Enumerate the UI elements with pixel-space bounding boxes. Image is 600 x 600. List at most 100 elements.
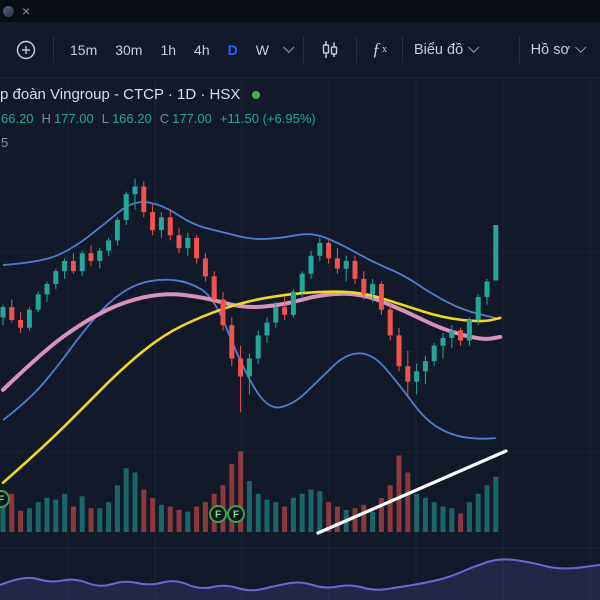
volume-bar xyxy=(422,498,428,532)
timeframe-dropdown-chevron-icon[interactable] xyxy=(283,41,295,53)
chevron-down-icon xyxy=(575,41,587,53)
volume-bar xyxy=(229,464,235,532)
volume-bar xyxy=(290,498,296,532)
volume-bar xyxy=(114,485,120,532)
indicator-line xyxy=(0,558,600,592)
volume-bar xyxy=(70,506,76,532)
event-badge-icon[interactable] xyxy=(227,505,245,523)
candle-body xyxy=(387,309,393,336)
volume-bar xyxy=(352,508,358,532)
candle-body xyxy=(114,219,120,241)
volume-bar xyxy=(299,493,305,532)
candle-body xyxy=(484,281,490,297)
candle-body xyxy=(53,271,59,285)
volume-bar xyxy=(484,485,490,532)
volume-bar xyxy=(475,493,481,532)
candle-body xyxy=(308,255,314,274)
event-badge-label: F xyxy=(233,510,239,521)
candle-body xyxy=(158,217,164,231)
volume-bar xyxy=(255,493,261,532)
profile-menu-button[interactable]: Hồ sơ xyxy=(527,36,592,64)
indicator-area-fill xyxy=(0,559,600,600)
volume-bar xyxy=(123,468,129,532)
candle-body xyxy=(18,319,24,328)
timeframe-1h-button[interactable]: 1h xyxy=(151,36,185,64)
candle-body xyxy=(282,307,288,315)
event-badge-icon[interactable] xyxy=(209,505,227,523)
tab-favicon-icon xyxy=(3,5,14,17)
volume-bar xyxy=(44,498,50,532)
volume-bar xyxy=(361,504,367,532)
volume-bar xyxy=(0,506,6,532)
timeframe-4h-button[interactable]: 4h xyxy=(185,36,219,64)
candle-body xyxy=(238,358,244,377)
volume-bar xyxy=(378,498,384,532)
candle-body xyxy=(26,309,32,328)
timeframe-1d-button[interactable]: D xyxy=(219,36,247,64)
ma-pink-line xyxy=(1,291,503,392)
event-badge-label: F xyxy=(0,495,4,506)
timeframe-1w-button[interactable]: W xyxy=(247,36,278,64)
candle-body xyxy=(220,299,226,326)
volume-bar xyxy=(132,472,138,532)
candle-body xyxy=(123,194,129,220)
candle-body xyxy=(493,225,499,281)
chart-canvas[interactable]: F F F xyxy=(0,78,600,600)
candle-body xyxy=(176,235,182,249)
ma-yellow-line xyxy=(1,290,502,485)
volume-bar xyxy=(273,502,279,532)
chevron-down-icon xyxy=(468,41,480,53)
toolbar-separator xyxy=(518,36,520,63)
candle-body xyxy=(62,260,68,272)
candle-body xyxy=(352,260,358,279)
volume-bar xyxy=(246,481,252,532)
candle-body xyxy=(79,253,85,272)
timeframe-15m-button[interactable]: 15m xyxy=(61,36,106,64)
candle-body xyxy=(299,273,305,292)
chart-style-button[interactable] xyxy=(311,35,349,65)
volume-bar xyxy=(440,506,446,532)
volume-bar xyxy=(405,472,411,532)
volume-bar xyxy=(106,502,112,532)
candle-body xyxy=(167,217,173,236)
candle-body xyxy=(70,260,76,272)
candle-body xyxy=(378,284,384,310)
toolbar-separator xyxy=(355,36,357,63)
event-badge-label: F xyxy=(215,510,221,521)
volume-bar xyxy=(88,508,94,532)
candle-body xyxy=(466,319,472,341)
candle-body xyxy=(264,322,270,336)
volume-bar xyxy=(18,510,24,532)
candle-body xyxy=(334,258,340,269)
candle-body xyxy=(229,325,235,359)
candle-body xyxy=(97,250,103,261)
candle-body xyxy=(194,237,200,259)
circle-plus-icon xyxy=(16,40,36,59)
candle-body xyxy=(326,242,332,259)
candle-body xyxy=(343,260,349,269)
volume-bar xyxy=(35,502,41,532)
candle-body xyxy=(35,294,41,310)
volume-bar xyxy=(202,502,208,532)
candle-body xyxy=(273,307,279,323)
compare-add-symbol-button[interactable] xyxy=(6,34,46,66)
timeframe-30m-button[interactable]: 30m xyxy=(106,36,151,64)
volume-bar xyxy=(308,489,314,532)
event-badge-icon[interactable] xyxy=(0,490,10,508)
volume-bar xyxy=(264,499,270,532)
candle-body xyxy=(396,335,402,367)
candle-body xyxy=(449,330,455,338)
volume-bar xyxy=(185,511,191,532)
candle-body xyxy=(0,307,6,318)
candle-body xyxy=(44,284,50,295)
candle-body xyxy=(106,240,112,251)
volume-bar xyxy=(449,508,455,532)
candle-body xyxy=(246,358,252,377)
tab-close-button[interactable]: × xyxy=(22,3,31,19)
chart-menu-button[interactable]: Biểu đồ xyxy=(410,36,485,64)
candle-body xyxy=(202,258,208,277)
volume-bar xyxy=(9,493,15,532)
volume-bar xyxy=(387,485,393,532)
